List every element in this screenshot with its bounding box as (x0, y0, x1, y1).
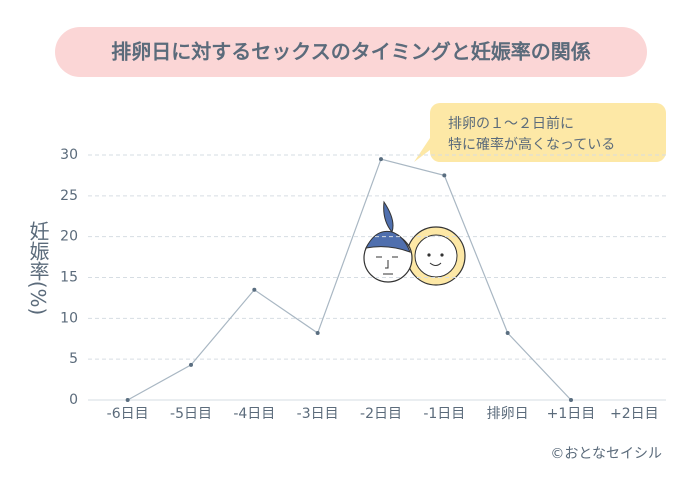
x-tick-label: -5日目 (170, 406, 212, 422)
x-tick-label: -6日目 (107, 406, 149, 422)
data-point (442, 173, 447, 178)
y-tick-label: 25 (60, 188, 78, 204)
data-point (569, 398, 573, 402)
credit: ©おとなセイシル (550, 446, 662, 462)
x-tick-label: -1日目 (423, 406, 465, 422)
illustration (363, 200, 466, 286)
annotation-line: 排卵の１～２日前に (448, 115, 574, 132)
x-tick-label: -2日目 (360, 406, 402, 422)
y-tick-label: 5 (69, 351, 78, 367)
x-tick-label: -3日目 (297, 406, 339, 422)
y-tick-label: 0 (69, 392, 78, 408)
annotation-line: 特に確率が高くなっている (448, 136, 615, 153)
data-point (379, 157, 383, 162)
data-point (315, 331, 320, 336)
data-point (125, 398, 130, 402)
title-pill (55, 27, 647, 77)
data-point (189, 362, 193, 367)
y-tick-label: 10 (60, 310, 78, 326)
y-tick-label: 30 (60, 147, 78, 163)
x-tick-label: +1日目 (547, 406, 596, 422)
data-point (505, 331, 510, 336)
x-tick-label: +2日目 (610, 406, 659, 422)
data-point (252, 287, 257, 292)
chart-title: 排卵日に対するセックスのタイミングと妊娠率の関係 (111, 40, 590, 64)
y-tick-label: 20 (60, 229, 78, 245)
y-tick-label: 15 (60, 270, 78, 286)
annotation-bubble (414, 103, 666, 162)
data-line (127, 158, 572, 401)
y-axis-label: 妊娠率(%) (26, 220, 50, 315)
x-tick-label: 排卵日 (487, 406, 529, 422)
x-tick-label: -4日目 (233, 406, 275, 422)
